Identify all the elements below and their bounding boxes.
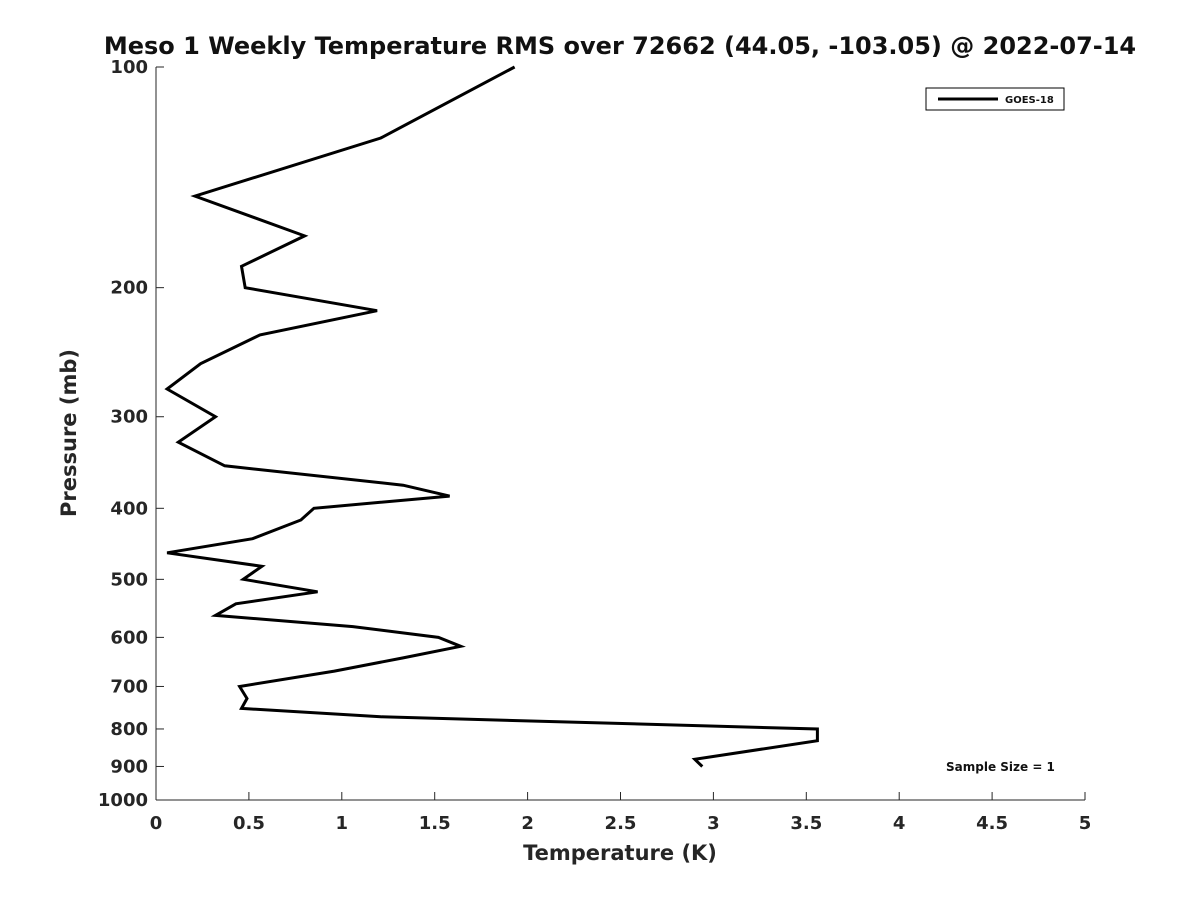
y-axis-ticks: 100 200 300 400 500 600 700 800 900 1000 [98,57,164,811]
x-tick-label: 5 [1079,813,1092,834]
series-line-goes-18 [164,65,819,768]
y-tick-label: 300 [110,407,148,428]
x-tick-label: 2.5 [605,813,637,834]
x-tick-label: 1.5 [419,813,451,834]
x-tick-label: 4.5 [976,813,1008,834]
x-tick-label: 0 [150,813,163,834]
y-tick-label: 500 [110,569,148,590]
x-tick-label: 2 [521,813,534,834]
y-axis-label: Pressure (mb) [57,349,81,517]
y-tick-label: 700 [110,676,148,697]
y-tick-label: 100 [110,57,148,78]
x-axis-ticks: 0 0.5 1 1.5 2 2.5 3 3.5 4 4.5 5 [150,792,1092,834]
x-tick-label: 4 [893,813,906,834]
x-tick-label: 0.5 [233,813,265,834]
x-tick-label: 1 [336,813,349,834]
y-tick-label: 600 [110,627,148,648]
chart-title: Meso 1 Weekly Temperature RMS over 72662… [104,32,1136,60]
x-tick-label: 3.5 [790,813,822,834]
y-tick-label: 800 [110,719,148,740]
x-axis-label: Temperature (K) [523,841,717,865]
x-tick-label: 3 [707,813,720,834]
y-tick-label: 1000 [98,790,148,811]
legend-label-goes-18: GOES-18 [1005,95,1054,106]
sample-size-annotation: Sample Size = 1 [946,760,1055,774]
y-tick-label: 200 [110,278,148,299]
legend: GOES-18 [925,87,1065,111]
y-tick-label: 400 [110,498,148,519]
y-tick-label: 900 [110,756,148,777]
plot-area [164,65,819,768]
